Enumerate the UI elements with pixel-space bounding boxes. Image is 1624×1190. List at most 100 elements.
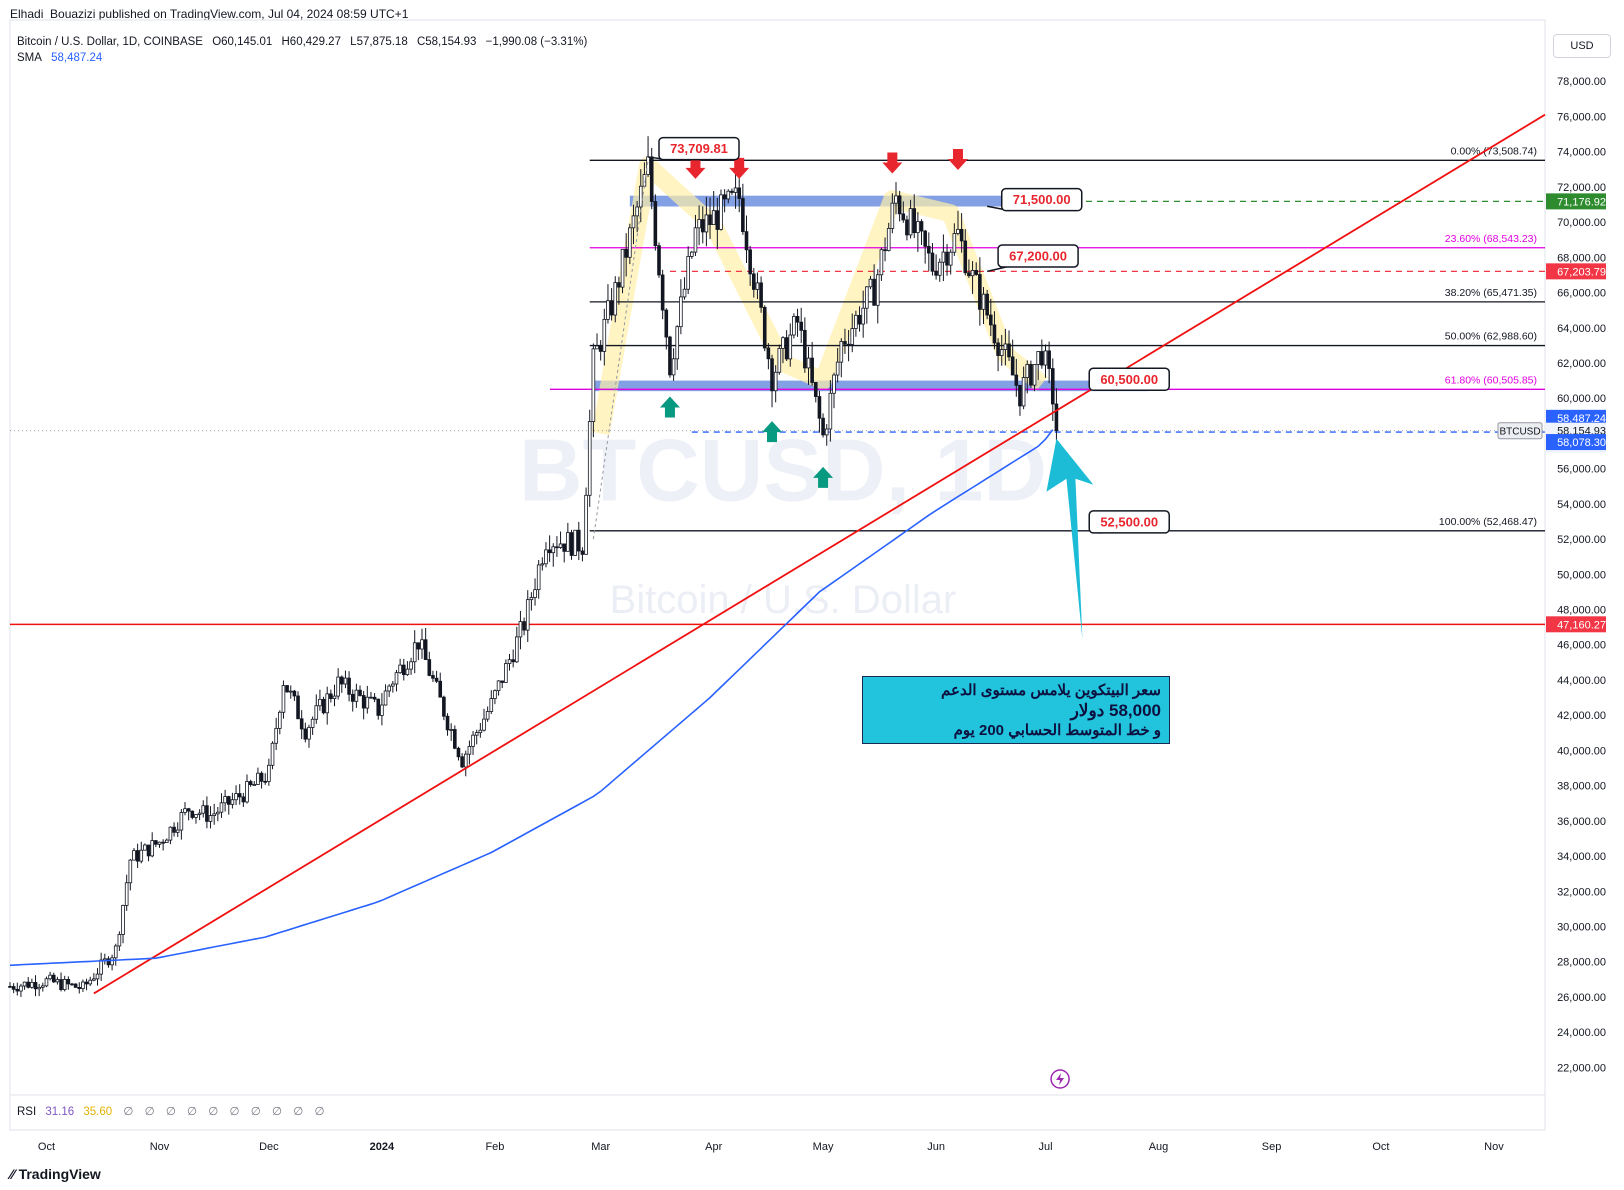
time-tick-label: Sep (1262, 1141, 1282, 1153)
candle-body (310, 718, 315, 728)
candle-body (817, 396, 822, 419)
candle-body (438, 680, 443, 698)
time-tick-label: Dec (259, 1141, 279, 1153)
candle-body (700, 219, 705, 233)
big-up-arrow-icon (1046, 438, 1094, 640)
candle-body (719, 194, 723, 230)
candle-body (865, 286, 869, 309)
time-tick-label: Mar (591, 1141, 610, 1153)
candle-body (106, 958, 111, 966)
candle-body (916, 221, 920, 234)
fib-level-label: 61.80% (60,505.85) (1445, 374, 1537, 386)
price-badge (1546, 409, 1606, 426)
candle-body (369, 696, 373, 699)
candle-body (124, 882, 129, 906)
candle-body (770, 358, 774, 392)
price-tick-label: 24,000.00 (1557, 1027, 1606, 1039)
candle-body (278, 711, 282, 729)
candle-body (536, 564, 541, 591)
candle-body (722, 194, 727, 200)
candle-body (886, 228, 891, 251)
candle-body (1007, 343, 1011, 358)
price-badge-text: 47,160.27 (1557, 619, 1606, 631)
currency-button[interactable]: USD (1553, 34, 1611, 58)
time-tick-label: 2024 (370, 1141, 395, 1153)
candle-body (799, 321, 803, 331)
symbol-name[interactable]: Bitcoin / U.S. Dollar, 1D, COINBASE (17, 36, 203, 48)
candle-body (237, 793, 242, 798)
candle-body (890, 202, 895, 229)
candle-body (453, 729, 457, 749)
rsi-null-6: ∅ (229, 1106, 240, 1118)
projection-line (592, 160, 649, 540)
candle-body (668, 336, 672, 376)
candle-body (48, 974, 52, 980)
candle-body (223, 796, 227, 804)
candle-body (256, 772, 260, 785)
candle-body (288, 690, 293, 693)
candle-body (445, 715, 450, 731)
candle-body (92, 978, 96, 981)
candle-body (631, 215, 636, 229)
candle-body (372, 696, 377, 700)
candle-body (934, 270, 938, 276)
candle-body (398, 664, 402, 674)
sma-legend[interactable]: SMA 58,487.24 (17, 52, 102, 64)
candle-body (212, 813, 216, 816)
price-badge (1546, 263, 1606, 280)
fib-level-label: 23.60% (68,543.23) (1445, 233, 1537, 245)
candle-body (157, 841, 162, 845)
candle-body (234, 793, 238, 801)
candle-body (161, 841, 165, 844)
candle-body (482, 718, 486, 731)
candle-body (427, 659, 432, 676)
candle-body (872, 278, 876, 306)
rsi-null-7: ∅ (250, 1106, 261, 1118)
candle-body (387, 685, 391, 692)
note-line-1: سعر البيتكوين يلامس مستوى الدعم (941, 682, 1161, 699)
candle-body (803, 329, 807, 369)
rsi-value-2: 35.60 (83, 1106, 113, 1118)
candle-body (318, 698, 322, 707)
candle-body (405, 668, 410, 676)
down-arrow-icon (729, 157, 750, 179)
candle-body (730, 190, 734, 193)
tradingview-logo[interactable]: ⁄⁄ TradingView (10, 1166, 101, 1182)
ohlc-legend: Bitcoin / U.S. Dollar, 1D, COINBASE O60,… (17, 36, 593, 48)
symbol-tag-text: BTCUSD (1499, 427, 1540, 438)
candle-body (959, 228, 964, 242)
price-tick-label: 38,000.00 (1557, 781, 1606, 793)
price-tick-label: 72,000.00 (1557, 182, 1606, 194)
candle-body (303, 728, 308, 740)
candle-body (449, 729, 453, 731)
candle-body (281, 685, 286, 713)
resistance-zone (629, 195, 1028, 207)
candle-body (314, 705, 319, 720)
price-tick-label: 56,000.00 (1557, 464, 1606, 476)
candle-body (164, 839, 169, 843)
candle-body (442, 696, 446, 717)
candle-body (423, 639, 428, 660)
candle-body (62, 979, 67, 991)
change-value: −1,990.08 (−3.31%) (485, 36, 588, 48)
candle-body (755, 282, 760, 290)
candle-body (296, 695, 300, 720)
candle-body (664, 309, 669, 338)
price-tick-label: 52,000.00 (1557, 534, 1606, 546)
price-tick-label: 50,000.00 (1557, 569, 1606, 581)
price-tick-label: 64,000.00 (1557, 323, 1606, 335)
up-arrow-icon (813, 466, 834, 488)
candle-body (613, 282, 618, 316)
candle-body (1010, 356, 1015, 376)
candle-body (30, 981, 34, 988)
candle-body (292, 690, 297, 697)
candle-body (135, 850, 140, 862)
candle-body (810, 357, 814, 383)
candle-body (493, 690, 497, 699)
price-tick-label: 32,000.00 (1557, 886, 1606, 898)
candle-body (8, 985, 12, 988)
candle-body (190, 810, 195, 818)
candle-body (146, 844, 151, 857)
rsi-legend[interactable]: RSI 31.16 35.60 ∅ ∅ ∅ ∅ ∅ ∅ ∅ ∅ ∅ ∅ (17, 1104, 332, 1118)
